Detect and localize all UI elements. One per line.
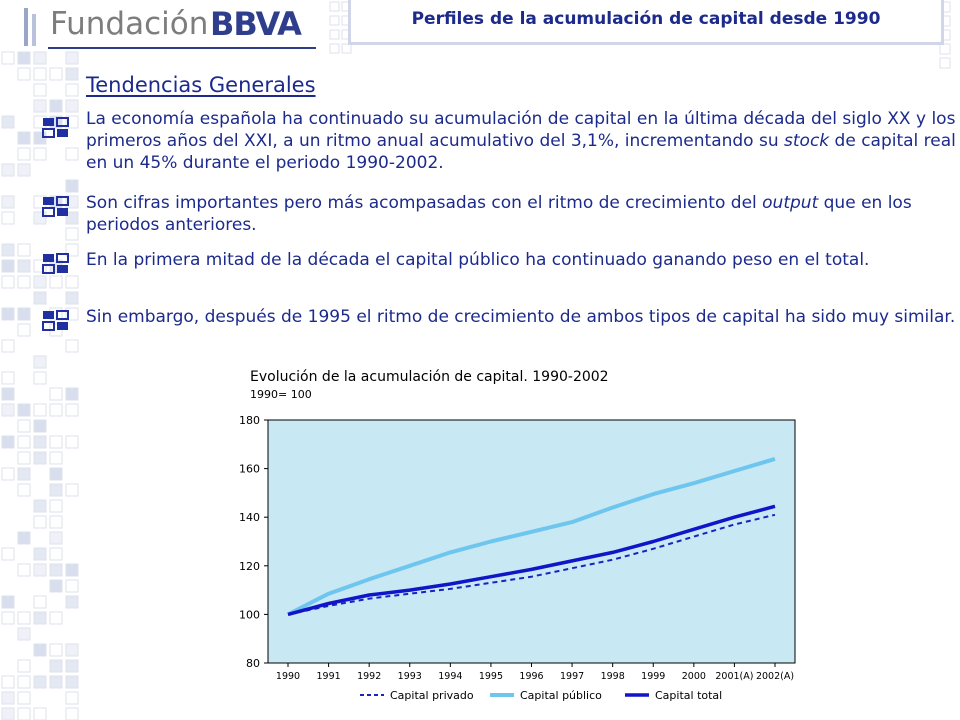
- logo-underline: [48, 47, 316, 49]
- paragraph-3: En la primera mitad de la década el capi…: [86, 249, 956, 271]
- page-title: Perfiles de la acumulación de capital de…: [411, 9, 881, 29]
- x-tick-label: 2001(A): [715, 671, 753, 682]
- x-tick-label: 1995: [479, 671, 503, 682]
- series-line-1: [287, 513, 776, 616]
- series-line-3: [287, 504, 776, 617]
- legend-label: Capital público: [520, 689, 602, 702]
- chart-title: Evolución de la acumulación de capital. …: [250, 369, 609, 385]
- header-title-box: Perfiles de la acumulación de capital de…: [348, 0, 944, 45]
- x-tick-label: 1994: [438, 671, 462, 682]
- x-tick-label: 2000: [682, 671, 706, 682]
- y-tick-label: 120: [239, 560, 260, 573]
- x-tick-label: 1992: [357, 671, 381, 682]
- x-tick-label: 2002(A): [756, 671, 794, 682]
- paragraph-1: La economía española ha continuado su ac…: [86, 108, 956, 174]
- y-tick-label: 160: [239, 463, 260, 476]
- logo-mark-icon: [24, 8, 36, 46]
- y-tick-label: 80: [246, 657, 260, 670]
- legend-label: Capital privado: [390, 689, 474, 702]
- y-tick-label: 180: [239, 414, 260, 427]
- x-tick-label: 1996: [519, 671, 543, 682]
- x-tick-label: 1999: [641, 671, 665, 682]
- section-title: Tendencias Generales: [86, 73, 316, 97]
- paragraph-1-emphasis: stock: [784, 131, 830, 151]
- x-tick-label: 1991: [316, 671, 340, 682]
- fundacion-bbva-logo: Fundación BBVA: [22, 2, 322, 50]
- legend-label: Capital total: [655, 689, 722, 702]
- x-tick-label: 1990: [276, 671, 300, 682]
- paragraph-3-text: En la primera mitad de la década el capi…: [86, 250, 870, 270]
- line-chart: 80 100 120 140 160 180 1990 1991 1992 1993 1994 199…: [239, 414, 796, 702]
- bullet-icon: [42, 117, 69, 138]
- y-tick-label: 140: [239, 511, 260, 524]
- x-tick-label: 1998: [601, 671, 625, 682]
- paragraph-2-text-end: que en los periodos anteriores.: [86, 193, 912, 235]
- paragraph-2-text: Son cifras importantes pero más acompasa…: [86, 193, 763, 213]
- x-tick-label: 1997: [560, 671, 584, 682]
- chart-subtitle: 1990= 100: [250, 388, 312, 401]
- paragraph-1-text-end: de capital real en un 45% durante el per…: [86, 131, 956, 173]
- paragraph-2-emphasis: output: [762, 193, 819, 213]
- paragraph-2: Son cifras importantes pero más acompasa…: [86, 192, 956, 236]
- bullet-icon: [42, 253, 69, 274]
- paragraph-1-text: La economía española ha continuado su ac…: [86, 109, 956, 151]
- bullet-icon: [42, 196, 69, 217]
- paragraph-4-text: Sin embargo, después de 1995 el ritmo de…: [86, 307, 956, 327]
- paragraph-4: Sin embargo, después de 1995 el ritmo de…: [86, 306, 956, 328]
- logo-word: Fundación: [50, 6, 209, 42]
- logo-brand: BBVA: [210, 5, 302, 43]
- x-tick-label: 1993: [398, 671, 422, 682]
- plot-area: [267, 419, 796, 664]
- series-line-2: [287, 456, 776, 617]
- y-tick-label: 100: [239, 608, 260, 621]
- bullet-icon: [42, 310, 69, 331]
